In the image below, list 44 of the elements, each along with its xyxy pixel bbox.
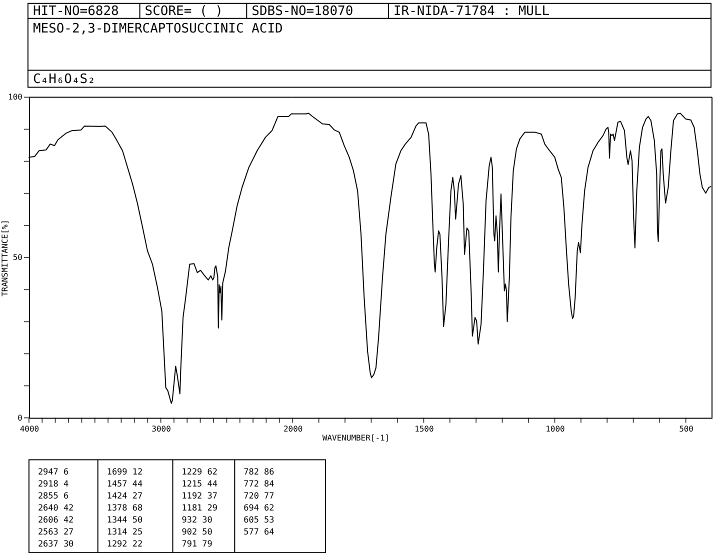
- text: 2640 42: [38, 502, 74, 513]
- text: 605 53: [244, 514, 274, 525]
- y-axis-title: TRANSMITTANCE[%]: [0, 220, 10, 296]
- x-tick-label: 1000: [546, 424, 566, 434]
- text: 1215 44: [182, 478, 218, 489]
- text: 720 77: [244, 490, 274, 501]
- text: 932 30: [182, 514, 212, 525]
- chart-subtitle: C₄H₆O₄S₂: [32, 72, 96, 87]
- x-tick-label: 1500: [414, 424, 434, 434]
- text: 1699 12: [106, 466, 143, 477]
- text: 772 84: [244, 478, 274, 489]
- text: 2918 4: [38, 478, 69, 489]
- text: 1192 37: [182, 490, 218, 501]
- x-axis-title: WAVENUMBER[-1]: [322, 433, 390, 442]
- text: 1292 22: [106, 538, 143, 549]
- y-tick-label: 0: [18, 413, 23, 422]
- x-tick-label: 3000: [152, 424, 172, 434]
- text: 1314 25: [106, 526, 143, 537]
- text: 694 62: [244, 502, 274, 513]
- x-tick-label: 2000: [283, 424, 303, 434]
- x-tick-label: 4000: [20, 424, 40, 434]
- text: IR-NIDA-71784 : MULL: [393, 4, 550, 19]
- text: 2855 6: [38, 490, 69, 501]
- text: 1457 44: [106, 478, 143, 489]
- text: 2947 6: [38, 466, 69, 477]
- text: SDBS-NO=18070: [252, 4, 354, 19]
- text: 902 50: [182, 526, 212, 537]
- text: 2637 30: [38, 538, 74, 549]
- y-tick-label: 100: [8, 92, 23, 102]
- text: 577 64: [244, 526, 274, 537]
- x-tick-label: 500: [679, 424, 694, 434]
- text: 2606 42: [38, 514, 74, 525]
- text: SCORE= ( ): [144, 4, 223, 19]
- text: 1181 29: [182, 502, 218, 513]
- text: 1378 68: [106, 502, 143, 513]
- y-tick-label: 50: [12, 253, 23, 262]
- text: 1229 62: [182, 466, 218, 477]
- text: 2563 27: [38, 526, 74, 537]
- text: 782 86: [244, 466, 274, 477]
- text: 1344 50: [106, 514, 143, 525]
- text: 1424 27: [106, 490, 143, 501]
- text: HIT-NO=6828: [32, 4, 119, 19]
- chart-title: MESO-2,3-DIMERCAPTOSUCCINIC ACID: [32, 21, 283, 36]
- text: 791 79: [182, 538, 212, 549]
